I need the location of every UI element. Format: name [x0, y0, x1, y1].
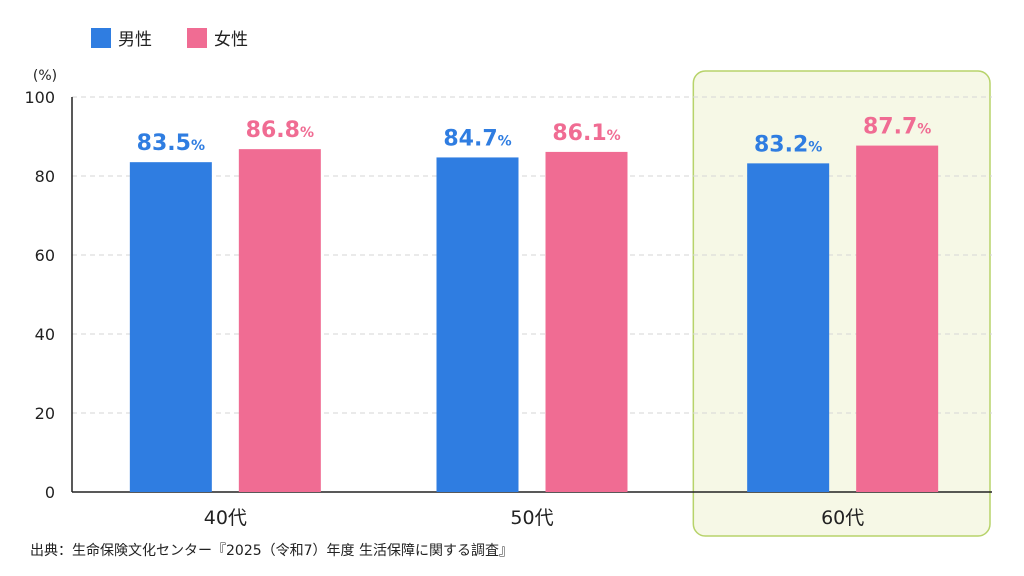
- x-tick-label: 50代: [510, 507, 553, 529]
- legend-label: 男性: [118, 30, 152, 50]
- bar-male: [129, 162, 212, 493]
- bar-female: [856, 145, 939, 492]
- data-label: 86.1%: [552, 121, 620, 146]
- bar-male: [747, 163, 830, 493]
- legend-swatch-male: [91, 28, 111, 48]
- data-label: 83.2%: [754, 132, 822, 157]
- y-tick-label: 20: [35, 404, 55, 423]
- y-tick-label: 40: [35, 325, 55, 344]
- bar-male: [436, 157, 519, 492]
- x-tick-label: 40代: [204, 507, 247, 529]
- y-tick-label: 0: [45, 483, 55, 502]
- y-tick-label: 100: [24, 88, 55, 107]
- legend-label: 女性: [214, 30, 248, 50]
- y-tick-label: 60: [35, 246, 55, 265]
- data-label: 83.5%: [137, 131, 205, 156]
- highlight-box: [692, 70, 991, 537]
- data-label: 87.7%: [863, 115, 931, 140]
- legend-swatch-female: [187, 28, 207, 48]
- data-label: 86.8%: [246, 118, 314, 143]
- bar-female: [238, 149, 321, 492]
- y-axis-label: (%): [33, 68, 57, 84]
- x-tick-label: 60代: [821, 507, 864, 529]
- y-tick-label: 80: [35, 167, 55, 186]
- source-note: 出典：生命保険文化センター『2025（令和7）年度 生活保障に関する調査』: [30, 543, 513, 559]
- bar-female: [545, 151, 628, 492]
- data-label: 84.7%: [443, 126, 511, 151]
